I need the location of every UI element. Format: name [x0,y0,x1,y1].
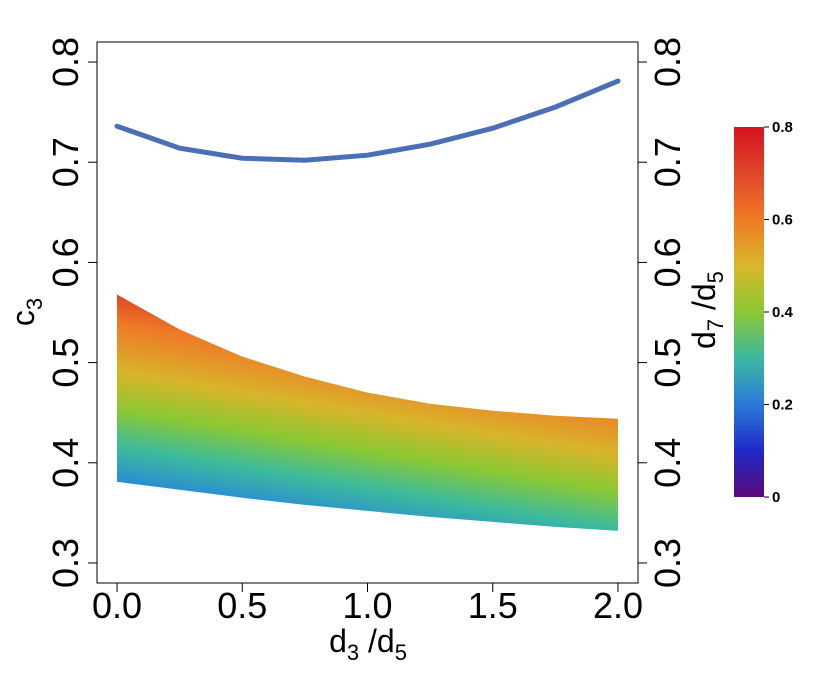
y2-tick-label: 0.6 [647,237,688,287]
colorbar [734,127,764,497]
x-tick-label: 0.0 [92,585,142,626]
y2-tick-label: 0.8 [647,37,688,87]
y-axis-label: c3 [5,298,47,326]
colorbar-ticks: 0 0.2 0.4 0.6 0.8 [764,119,794,506]
y-tick-label: 0.7 [45,137,86,187]
colorbar-tick-label: 0.4 [772,304,794,321]
y-tick-label: 0.5 [45,338,86,388]
x-tick-label: 1.5 [468,585,518,626]
y2-axis-label: d7 /d5 [686,271,728,349]
x-tick-label: 1.0 [342,585,392,626]
y-tick-label: 0.8 [45,37,86,87]
x-axis-label: d3 /d5 [329,623,407,665]
y2-tick-label: 0.7 [647,137,688,187]
y-tick-label: 0.4 [45,438,86,488]
y-tick-label: 0.3 [45,538,86,588]
x-tick-label: 0.5 [217,585,267,626]
y2-axis-ticks: 0.3 0.4 0.5 0.6 0.7 0.8 [638,37,688,588]
y2-tick-label: 0.4 [647,438,688,488]
y-tick-label: 0.6 [45,237,86,287]
x-axis-ticks: 0.0 0.5 1.0 1.5 2.0 [92,583,643,626]
colorbar-tick-label: 0.8 [772,119,793,136]
y2-tick-label: 0.3 [647,538,688,588]
y-axis-ticks: 0.3 0.4 0.5 0.6 0.7 0.8 [45,37,97,588]
x-tick-label: 2.0 [593,585,643,626]
band-area [117,294,618,531]
curve-line [114,78,621,163]
y2-tick-label: 0.5 [647,338,688,388]
colorbar-tick-label: 0 [772,489,780,506]
colorbar-tick-label: 0.6 [772,212,793,229]
colorbar-tick-label: 0.2 [772,397,793,414]
